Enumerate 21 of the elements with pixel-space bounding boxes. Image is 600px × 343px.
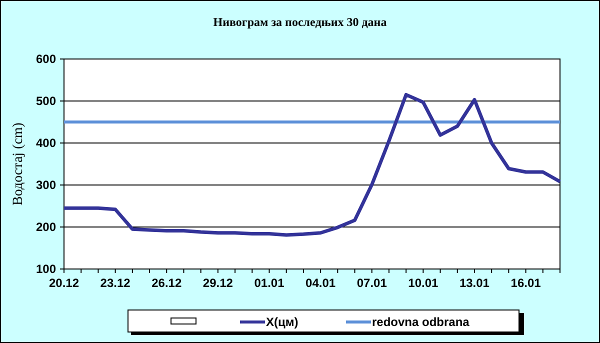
y-tick-label: 400 bbox=[36, 136, 56, 150]
y-tick-label: 200 bbox=[36, 220, 56, 234]
x-tick-label: 01.01 bbox=[254, 276, 285, 290]
x-tick-label: 04.01 bbox=[306, 276, 336, 290]
legend-label: X(цм) bbox=[266, 315, 298, 330]
x-tick-label: 29.12 bbox=[202, 276, 234, 290]
legend-label: redovna odbrana bbox=[372, 315, 470, 330]
y-axis-title: Водостај (cm) bbox=[11, 122, 26, 206]
line-series bbox=[62, 92, 562, 237]
x-tick-label: 20.12 bbox=[48, 276, 80, 290]
x-tick-label: 16.01 bbox=[510, 276, 542, 290]
x-tick-label: 23.12 bbox=[100, 276, 131, 290]
y-tick-label: 600 bbox=[36, 52, 56, 66]
x-tick-label: 10.01 bbox=[408, 276, 439, 290]
x-tick-label: 13.01 bbox=[459, 276, 490, 290]
y-tick-label: 100 bbox=[36, 262, 56, 276]
x-tick-label: 07.01 bbox=[356, 276, 388, 290]
chart-title: Нивограм за последњих 30 дана bbox=[213, 15, 387, 29]
y-tick-label: 300 bbox=[36, 178, 56, 192]
y-tick-label: 500 bbox=[36, 94, 56, 108]
x-tick-label: 26.12 bbox=[152, 276, 182, 290]
